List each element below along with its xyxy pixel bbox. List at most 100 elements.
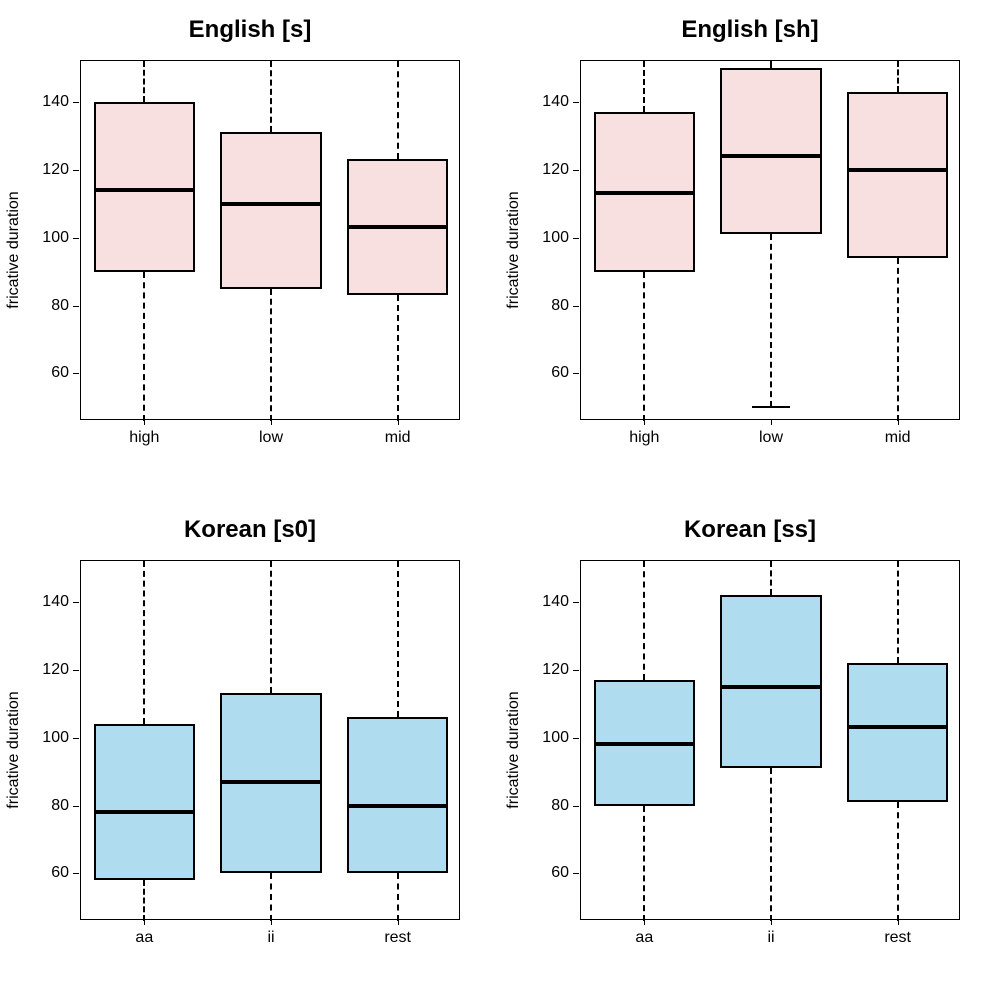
panel-title: English [s] xyxy=(0,16,500,44)
y-tick xyxy=(573,602,579,603)
y-tick xyxy=(73,602,79,603)
x-tick-label: aa xyxy=(135,929,153,947)
y-tick xyxy=(73,670,79,671)
y-axis-label: fricative duration xyxy=(505,191,523,308)
whisker-lower xyxy=(143,880,145,921)
y-tick-label: 80 xyxy=(51,797,69,815)
y-tick xyxy=(73,170,79,171)
whisker-upper xyxy=(643,61,645,112)
y-tick-label: 100 xyxy=(542,729,569,747)
y-tick xyxy=(73,238,79,239)
whisker-cap xyxy=(752,406,790,408)
boxplot-median xyxy=(94,810,195,814)
whisker-lower xyxy=(143,272,145,421)
boxplot-median xyxy=(220,202,321,206)
boxplot-box xyxy=(847,92,948,258)
x-tick-label: mid xyxy=(385,429,411,447)
y-tick-label: 60 xyxy=(551,864,569,882)
panel-english-sh: English [sh] fricative duration 60801001… xyxy=(500,0,1000,500)
boxplot-box xyxy=(720,595,821,768)
y-tick xyxy=(573,670,579,671)
boxplot-box xyxy=(847,663,948,802)
whisker-upper xyxy=(270,61,272,132)
boxplot-box xyxy=(94,724,195,880)
y-axis-label: fricative duration xyxy=(505,691,523,808)
y-tick-label: 80 xyxy=(551,797,569,815)
whisker-lower xyxy=(397,295,399,421)
x-tick-label: rest xyxy=(384,929,411,947)
y-tick xyxy=(73,738,79,739)
whisker-lower xyxy=(770,768,772,921)
panel-title: Korean [ss] xyxy=(500,516,1000,544)
y-tick-label: 100 xyxy=(542,229,569,247)
y-tick xyxy=(73,806,79,807)
x-tick-label: aa xyxy=(635,929,653,947)
whisker-lower xyxy=(897,258,899,421)
y-tick xyxy=(573,373,579,374)
y-tick-label: 120 xyxy=(542,161,569,179)
y-tick xyxy=(573,238,579,239)
y-tick-label: 100 xyxy=(42,229,69,247)
panel-title: English [sh] xyxy=(500,16,1000,44)
panel-korean-s0: Korean [s0] fricative duration 608010012… xyxy=(0,500,500,1000)
whisker-lower xyxy=(643,806,645,921)
y-tick-label: 140 xyxy=(542,93,569,111)
x-tick-label: rest xyxy=(884,929,911,947)
x-tick xyxy=(771,419,772,425)
whisker-upper xyxy=(770,561,772,595)
plot-area: 6080100120140aaiirest xyxy=(580,560,960,920)
whisker-upper xyxy=(143,61,145,102)
plot-area: 6080100120140aaiirest xyxy=(80,560,460,920)
y-tick xyxy=(573,306,579,307)
y-tick-label: 140 xyxy=(542,593,569,611)
y-tick-label: 80 xyxy=(51,297,69,315)
y-tick xyxy=(573,170,579,171)
y-tick-label: 60 xyxy=(51,364,69,382)
y-tick xyxy=(573,102,579,103)
whisker-upper xyxy=(643,561,645,680)
y-tick-label: 100 xyxy=(42,729,69,747)
y-tick-label: 120 xyxy=(542,661,569,679)
x-tick-label: high xyxy=(629,429,659,447)
boxplot-median xyxy=(594,191,695,195)
y-tick xyxy=(573,806,579,807)
boxplot-box xyxy=(94,102,195,272)
whisker-lower xyxy=(270,289,272,421)
y-tick-label: 60 xyxy=(51,864,69,882)
y-tick xyxy=(573,873,579,874)
whisker-upper xyxy=(143,561,145,724)
boxplot-box xyxy=(220,132,321,288)
whisker-upper xyxy=(897,61,899,92)
y-tick-label: 120 xyxy=(42,661,69,679)
y-tick xyxy=(73,373,79,374)
whisker-lower xyxy=(643,272,645,421)
whisker-upper xyxy=(397,61,399,159)
boxplot-box xyxy=(347,717,448,873)
plot-area: 6080100120140highlowmid xyxy=(80,60,460,420)
panel-korean-ss: Korean [ss] fricative duration 608010012… xyxy=(500,500,1000,1000)
y-tick xyxy=(73,306,79,307)
whisker-lower xyxy=(897,802,899,921)
boxplot-median xyxy=(720,685,821,689)
y-axis-label: fricative duration xyxy=(5,191,23,308)
boxplot-median xyxy=(720,154,821,158)
boxplot-box xyxy=(720,68,821,234)
whisker-upper xyxy=(270,561,272,693)
whisker-upper xyxy=(770,61,772,68)
y-tick-label: 140 xyxy=(42,593,69,611)
y-tick-label: 80 xyxy=(551,297,569,315)
panel-english-s: English [s] fricative duration 608010012… xyxy=(0,0,500,500)
boxplot-median xyxy=(220,780,321,784)
y-axis-label: fricative duration xyxy=(5,691,23,808)
y-tick-label: 140 xyxy=(42,93,69,111)
whisker-lower xyxy=(397,873,399,921)
x-tick-label: ii xyxy=(767,929,774,947)
y-tick-label: 120 xyxy=(42,161,69,179)
y-tick xyxy=(73,873,79,874)
x-tick-label: mid xyxy=(885,429,911,447)
x-tick-label: low xyxy=(259,429,283,447)
boxplot-median xyxy=(847,168,948,172)
whisker-lower xyxy=(270,873,272,921)
x-tick-label: low xyxy=(759,429,783,447)
whisker-upper xyxy=(397,561,399,717)
